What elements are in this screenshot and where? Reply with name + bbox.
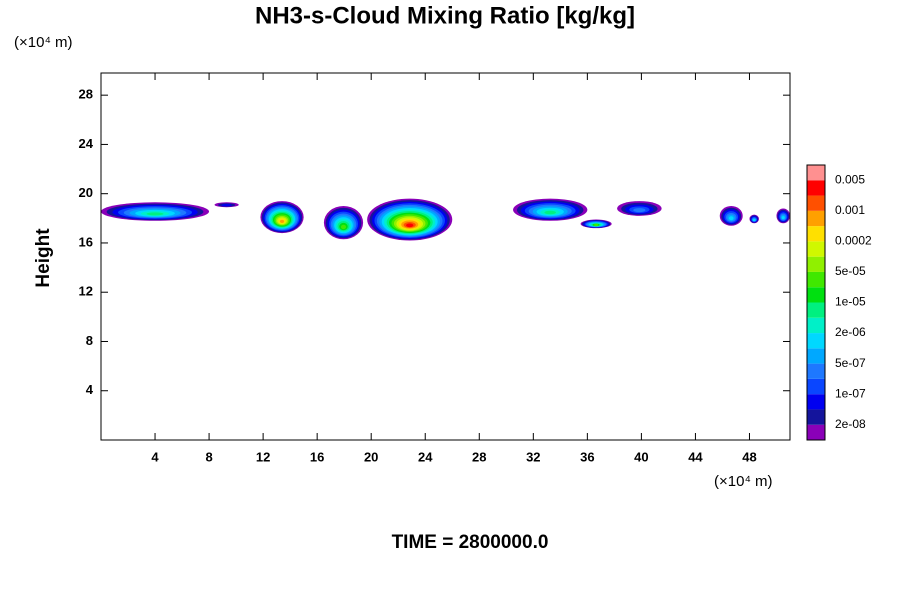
colorbar-swatch bbox=[807, 363, 825, 379]
cloud-level bbox=[594, 223, 599, 227]
colorbar-label: 0.0002 bbox=[835, 234, 872, 248]
cloud-level bbox=[406, 223, 414, 228]
y-tick-label: 20 bbox=[79, 185, 93, 200]
plot-frame bbox=[100, 72, 791, 441]
cloud bbox=[367, 198, 453, 241]
x-tick-label: 24 bbox=[418, 449, 433, 464]
y-tick-label: 24 bbox=[79, 136, 94, 151]
colorbar-swatch bbox=[807, 333, 825, 349]
y-tick-label: 16 bbox=[79, 234, 93, 249]
x-tick-label: 32 bbox=[526, 449, 540, 464]
x-tick-label: 36 bbox=[580, 449, 594, 464]
chart-title: NH3-s-Cloud Mixing Ratio [kg/kg] bbox=[255, 2, 635, 29]
cloud-level bbox=[340, 224, 347, 230]
colorbar-label: 0.005 bbox=[835, 172, 865, 186]
cloud bbox=[580, 219, 612, 229]
cloud bbox=[323, 206, 364, 240]
colorbar-label: 2e-06 bbox=[835, 325, 866, 339]
field bbox=[101, 198, 791, 241]
y-tick-label: 8 bbox=[86, 333, 93, 348]
x-tick-label: 4 bbox=[151, 449, 159, 464]
x-tick-label: 20 bbox=[364, 449, 378, 464]
colorbar-label: 1e-05 bbox=[835, 295, 866, 309]
y-tick-label: 12 bbox=[79, 284, 93, 299]
cloud-level bbox=[146, 212, 164, 216]
cloud bbox=[513, 198, 588, 221]
colorbar-swatch bbox=[807, 271, 825, 288]
cloud bbox=[776, 208, 791, 224]
colorbar-swatch bbox=[807, 287, 825, 303]
cloud-level bbox=[633, 208, 646, 213]
colorbar-label: 0.001 bbox=[835, 203, 865, 217]
cloud bbox=[101, 202, 210, 221]
colorbar-frame bbox=[806, 164, 826, 441]
x-tick-label: 48 bbox=[742, 449, 756, 464]
x-tick-label: 28 bbox=[472, 449, 486, 464]
cloud bbox=[617, 201, 662, 216]
y-tick-label: 4 bbox=[86, 382, 94, 397]
cloud bbox=[260, 201, 304, 234]
footer: TIME = 2800000.0 bbox=[392, 532, 549, 553]
colorbar-label: 1e-07 bbox=[835, 386, 866, 400]
cloud bbox=[749, 214, 759, 224]
colorbar-swatch bbox=[807, 226, 825, 242]
colorbar-swatch bbox=[807, 256, 825, 272]
colorbar-label: 5e-07 bbox=[835, 356, 866, 370]
x-tick-label: 16 bbox=[310, 449, 324, 464]
cloud bbox=[214, 202, 239, 208]
colorbar-swatch bbox=[807, 302, 825, 318]
y-tick-label: 28 bbox=[79, 87, 93, 102]
y-axis-label: Height bbox=[33, 228, 54, 288]
cloud-level bbox=[221, 203, 232, 207]
colorbar-label: 2e-08 bbox=[835, 417, 866, 431]
colorbar-swatch bbox=[807, 348, 825, 364]
y-unit: (×10⁴ m) bbox=[14, 34, 73, 51]
colorbar-swatch bbox=[807, 195, 825, 211]
colorbar-label: 5e-05 bbox=[835, 264, 866, 278]
colorbar-swatch bbox=[807, 378, 825, 395]
cloud-level bbox=[279, 219, 285, 223]
colorbar-swatch bbox=[807, 317, 825, 334]
colorbar-swatch bbox=[807, 409, 825, 425]
colorbar-swatch bbox=[807, 210, 825, 227]
x-tick-label: 8 bbox=[205, 449, 212, 464]
cloud-level bbox=[728, 216, 734, 221]
cloud-level bbox=[544, 210, 557, 215]
colorbar-swatch bbox=[807, 180, 825, 196]
cloud-level bbox=[752, 218, 756, 222]
colorbar-swatch bbox=[807, 165, 825, 181]
x-tick-label: 40 bbox=[634, 449, 648, 464]
colorbar-swatch bbox=[807, 394, 825, 410]
x-tick-label: 44 bbox=[688, 449, 703, 464]
x-tick-label: 12 bbox=[256, 449, 270, 464]
colorbar-swatch bbox=[807, 241, 825, 257]
colorbar-swatch bbox=[807, 424, 825, 440]
cloud-level bbox=[781, 216, 785, 220]
cloud bbox=[719, 206, 743, 226]
x-unit: (×10⁴ m) bbox=[714, 473, 773, 490]
